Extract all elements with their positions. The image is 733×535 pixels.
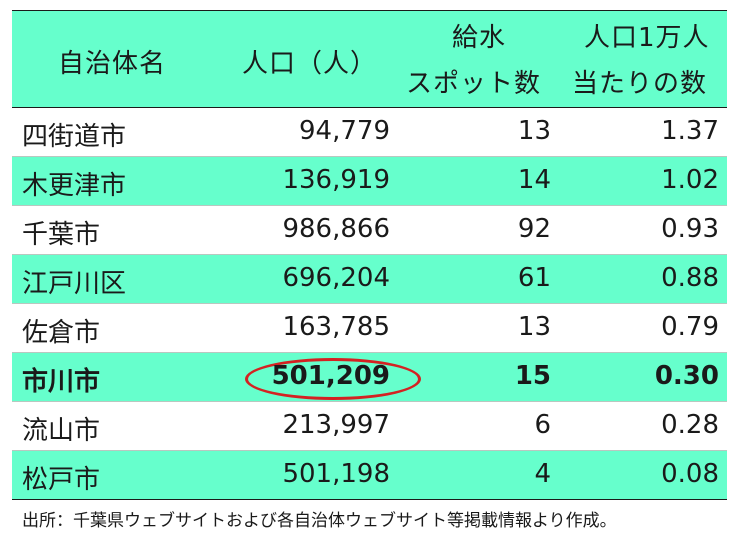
table-row: 木更津市 136,919 14 1.02 [12,157,727,206]
cell-spots: 6 [534,410,551,440]
cell-spots: 92 [517,214,551,244]
table-row: 佐倉市 163,785 13 0.79 [12,304,727,353]
cell-spots: 14 [517,165,551,195]
header-spots-line2: スポット数 [406,69,542,99]
cell-population: 136,919 [282,165,390,195]
cell-spots: 13 [517,312,551,342]
table-row: 四街道市 94,779 13 1.37 [12,108,727,157]
header-per-line2: 当たりの数 [572,69,708,99]
cell-municipality: 佐倉市 [22,318,101,348]
cell-municipality: 四街道市 [22,122,127,152]
water-spot-table: 自治体名 人口（人） 給水 スポット数 人口1万人 当たりの数 四街道市 94,… [12,10,727,500]
cell-municipality: 松戸市 [22,465,101,495]
cell-population: 94,779 [299,116,390,146]
source-note: 出所：千葉県ウェブサイトおよび各自治体ウェブサイト等掲載情報より作成。 [22,511,617,531]
cell-spots: 61 [517,263,551,293]
cell-municipality: 木更津市 [22,171,127,201]
cell-population: 213,997 [282,410,390,440]
cell-per-10k: 0.08 [661,459,719,489]
table-row: 江戸川区 696,204 61 0.88 [12,255,727,304]
header-population: 人口（人） [242,49,378,79]
cell-municipality: 江戸川区 [22,269,127,299]
cell-spots: 15 [514,361,551,391]
cell-population: 163,785 [282,312,390,342]
cell-population: 501,198 [282,459,390,489]
table-row: 松戸市 501,198 4 0.08 [12,451,727,499]
cell-population: 986,866 [282,214,390,244]
cell-per-10k: 1.02 [661,165,719,195]
table-row: 千葉市 986,866 92 0.93 [12,206,727,255]
cell-per-10k: 0.79 [661,312,719,342]
cell-per-10k: 0.30 [654,361,719,391]
cell-spots: 13 [517,116,551,146]
cell-municipality: 流山市 [22,416,101,446]
table-row-highlighted: 市川市 501,209 15 0.30 [12,353,727,402]
cell-spots: 4 [534,459,551,489]
cell-municipality: 市川市 [22,367,101,397]
table-header: 自治体名 人口（人） 給水 スポット数 人口1万人 当たりの数 [12,11,727,108]
cell-population: 696,204 [282,263,390,293]
cell-population: 501,209 [271,361,390,391]
header-municipality: 自治体名 [58,49,167,79]
header-spots-line1: 給水 [452,23,507,53]
cell-per-10k: 1.37 [661,116,719,146]
cell-per-10k: 0.28 [661,410,719,440]
header-per-line1: 人口1万人 [584,23,710,53]
table-row: 流山市 213,997 6 0.28 [12,402,727,451]
cell-municipality: 千葉市 [22,220,101,250]
cell-per-10k: 0.93 [661,214,719,244]
cell-per-10k: 0.88 [661,263,719,293]
